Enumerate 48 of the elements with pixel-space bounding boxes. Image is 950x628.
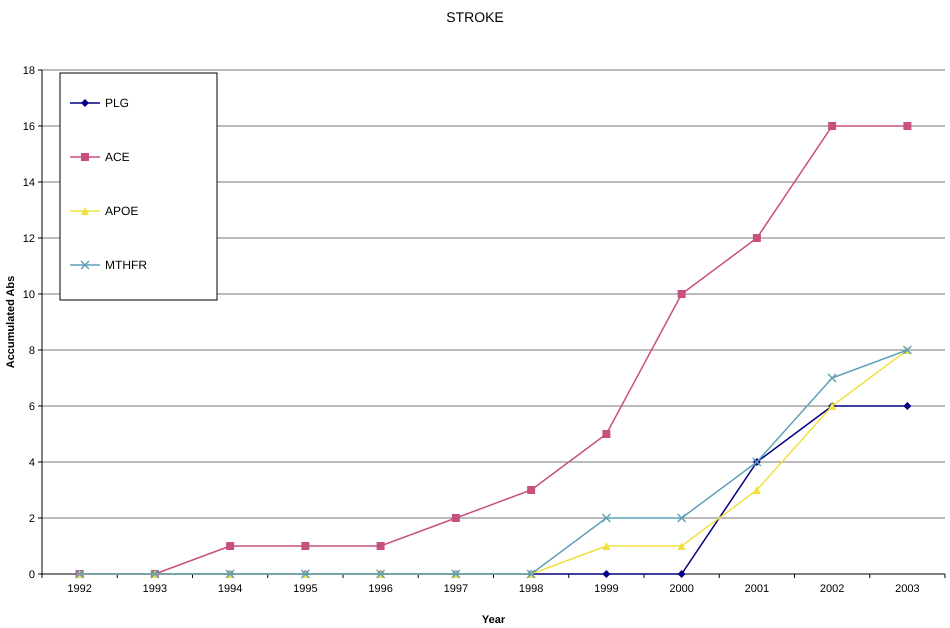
- legend-label: ACE: [105, 150, 130, 164]
- legend-label: APOE: [105, 204, 138, 218]
- chart-title: STROKE: [446, 9, 504, 25]
- y-tick-label: 14: [22, 176, 35, 189]
- point: [678, 290, 686, 298]
- x-tick-label: 1992: [67, 583, 92, 595]
- y-tick-label: 6: [28, 400, 35, 413]
- y-tick-label: 12: [22, 232, 35, 245]
- point: [226, 542, 234, 550]
- y-tick-label: 16: [22, 120, 35, 133]
- point: [301, 542, 310, 550]
- y-tick-label: 4: [28, 456, 35, 469]
- point: [828, 122, 836, 130]
- point: [602, 513, 612, 523]
- point: [752, 486, 761, 494]
- x-tick-label: 1995: [293, 583, 318, 595]
- x-axis-title: Year: [482, 614, 506, 626]
- point: [903, 122, 912, 130]
- y-tick-label: 18: [22, 64, 35, 77]
- point: [376, 542, 385, 550]
- point: [903, 402, 912, 410]
- point: [602, 570, 610, 578]
- y-axis-title: Accumulated Abs: [5, 276, 17, 368]
- y-tick-label: 0: [28, 568, 35, 581]
- point: [602, 542, 610, 550]
- x-tick-label: 1994: [218, 583, 242, 595]
- point: [827, 373, 837, 383]
- legend-label: PLG: [105, 96, 130, 110]
- y-tick-label: 10: [22, 288, 35, 301]
- x-tick-label: 1998: [518, 583, 544, 595]
- point: [452, 514, 460, 522]
- x-tick-label: 2003: [895, 583, 920, 595]
- point: [676, 513, 686, 523]
- x-tick-label: 1996: [368, 583, 393, 595]
- point: [527, 486, 536, 494]
- x-tick-label: 1997: [444, 583, 468, 595]
- point: [602, 430, 610, 438]
- x-tick-label: 2002: [820, 583, 844, 595]
- point: [678, 570, 686, 578]
- x-tick-label: 2000: [669, 583, 694, 595]
- y-tick-label: 2: [28, 512, 35, 525]
- x-tick-label: 1999: [594, 583, 619, 595]
- legend-label: MTHFR: [105, 258, 148, 272]
- point: [752, 234, 761, 242]
- x-tick-label: 2001: [744, 583, 770, 595]
- y-tick-label: 8: [28, 344, 35, 357]
- x-tick-label: 1993: [142, 583, 168, 595]
- point: [678, 542, 686, 550]
